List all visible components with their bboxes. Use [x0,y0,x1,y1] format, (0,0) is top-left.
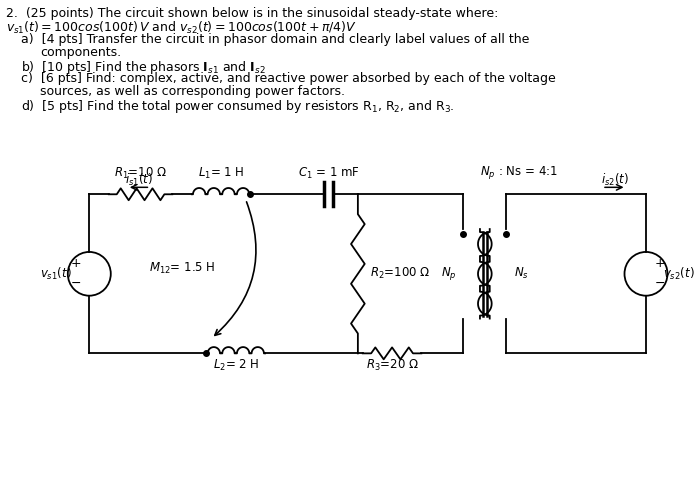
Text: b)  [10 pts] Find the phasors $\mathbf{I}_{s1}$ and $\mathbf{I}_{s2}$: b) [10 pts] Find the phasors $\mathbf{I}… [21,59,266,76]
Text: $i_{s2}(t)$: $i_{s2}(t)$ [601,172,629,188]
Text: $i_{s1}(t)$: $i_{s1}(t)$ [125,172,153,188]
Text: $C_1$ = 1 mF: $C_1$ = 1 mF [298,166,360,182]
Text: +: + [70,257,81,271]
Text: d)  [5 pts] Find the total power consumed by resistors R$_1$, R$_2$, and R$_3$.: d) [5 pts] Find the total power consumed… [21,98,454,115]
Text: components.: components. [40,46,121,59]
Text: $v_{s1}(t) = 100cos(100t)\,V$ and $v_{s2}(t) = 100cos(100t + \pi/4)V$: $v_{s1}(t) = 100cos(100t)\,V$ and $v_{s2… [6,20,357,36]
Text: $R_1$=10 Ω: $R_1$=10 Ω [114,166,167,182]
Text: 2.  (25 points) The circuit shown below is in the sinusoidal steady-state where:: 2. (25 points) The circuit shown below i… [6,7,498,20]
Text: $N_p$ : Ns = 4:1: $N_p$ : Ns = 4:1 [480,165,558,182]
Text: $L_2$= 2 H: $L_2$= 2 H [213,358,259,374]
Text: $L_1$= 1 H: $L_1$= 1 H [198,166,245,182]
Text: $v_{s2}(t)$: $v_{s2}(t)$ [664,266,695,282]
Text: a)  [4 pts] Transfer the circuit in phasor domain and clearly label values of al: a) [4 pts] Transfer the circuit in phaso… [21,33,529,46]
Text: $M_{12}$= 1.5 H: $M_{12}$= 1.5 H [148,261,215,276]
Text: $N_p$: $N_p$ [441,265,457,282]
Text: $R_2$=100 Ω: $R_2$=100 Ω [369,266,430,281]
Text: +: + [654,257,665,271]
Text: sources, as well as corresponding power factors.: sources, as well as corresponding power … [40,85,346,98]
Text: −: − [654,277,665,290]
Text: $v_{s1}(t)$: $v_{s1}(t)$ [40,266,72,282]
Text: c)  [6 pts] Find: complex, active, and reactive power absorbed by each of the vo: c) [6 pts] Find: complex, active, and re… [21,72,556,85]
Text: $N_s$: $N_s$ [514,266,528,281]
Text: −: − [70,277,81,290]
Text: $R_3$=20 Ω: $R_3$=20 Ω [366,358,418,374]
